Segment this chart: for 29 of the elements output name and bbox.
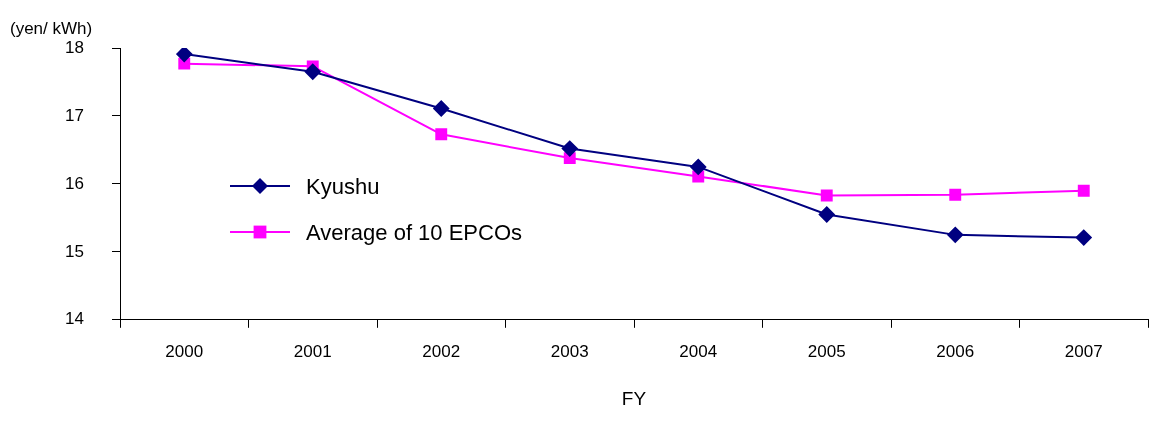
x-tick-label: 2000 — [165, 341, 204, 361]
point — [1075, 229, 1092, 246]
y-tick-label: 16 — [65, 173, 84, 193]
y-axis-title: (yen/ kWh) — [10, 19, 93, 38]
point — [435, 128, 448, 141]
y-tick-label: 17 — [65, 105, 84, 125]
point — [1077, 184, 1090, 197]
point — [176, 48, 193, 63]
point — [561, 140, 578, 157]
point — [433, 100, 450, 117]
point — [818, 206, 835, 223]
x-tick-label: 2002 — [422, 341, 461, 361]
y-tick-label: 14 — [65, 309, 84, 329]
legend-label: Average of 10 EPCOs — [306, 220, 523, 246]
point — [947, 226, 964, 243]
x-tick-label: 2007 — [1064, 341, 1103, 361]
legend-label: Kyushu — [306, 174, 380, 200]
point — [304, 63, 321, 80]
x-tick-label: 2004 — [679, 341, 718, 361]
x-tick-label: 2006 — [936, 341, 975, 361]
x-tick-label: 2005 — [807, 341, 846, 361]
y-tick-label: 15 — [65, 241, 84, 261]
point — [690, 158, 707, 175]
point — [949, 188, 962, 201]
y-tick-label: 18 — [65, 37, 84, 57]
x-axis-title: FY — [621, 387, 647, 409]
point — [820, 189, 833, 202]
x-tick-label: 2001 — [293, 341, 332, 361]
x-tick-label: 2003 — [550, 341, 589, 361]
